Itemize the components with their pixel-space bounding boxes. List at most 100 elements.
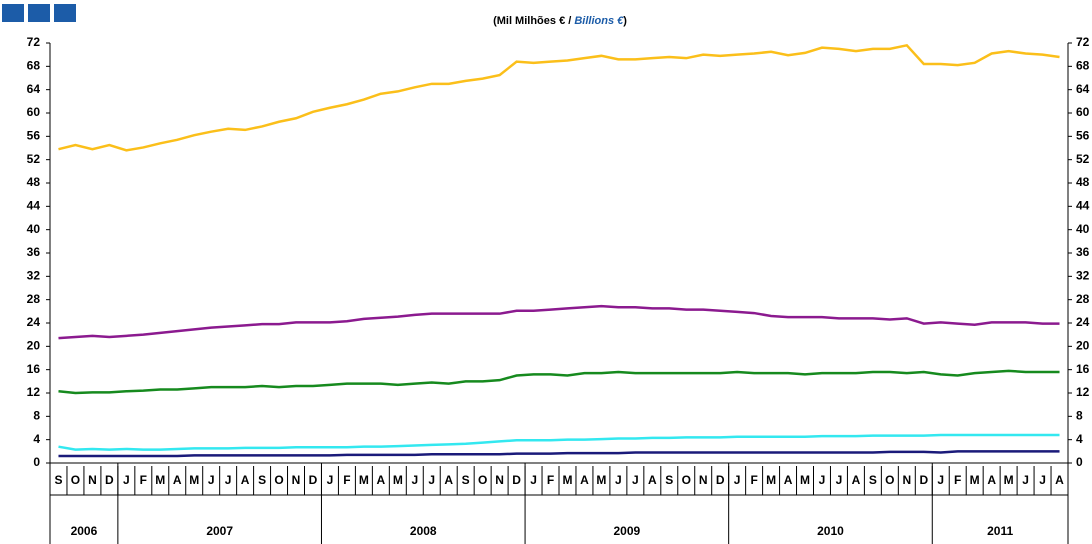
series-line (58, 43, 1060, 152)
x-tick-label: J (428, 473, 435, 487)
year-label: 2011 (987, 524, 1013, 538)
y-tick-label: 16 (27, 362, 41, 376)
x-tick-label: N (495, 473, 504, 487)
x-tick-label: O (71, 473, 80, 487)
y-tick-label: 52 (27, 152, 41, 166)
x-tick-label: J (632, 473, 639, 487)
x-tick-label: J (411, 473, 418, 487)
y-tick-label: 44 (27, 199, 41, 213)
x-tick-label: N (902, 473, 911, 487)
series-line (58, 433, 1060, 451)
x-tick-label: J (225, 473, 232, 487)
y-tick-label: 36 (27, 245, 41, 259)
x-tick-label: F (547, 473, 554, 487)
x-tick-label: J (123, 473, 130, 487)
y-tick-label-right: 36 (1076, 245, 1090, 259)
y-tick-label: 68 (27, 59, 41, 73)
y-tick-label: 60 (27, 105, 41, 119)
x-tick-label: M (393, 473, 403, 487)
x-tick-label: A (580, 473, 589, 487)
x-tick-label: D (512, 473, 521, 487)
subtitle-part: Billions € (574, 15, 624, 27)
x-tick-label: F (343, 473, 350, 487)
x-tick-label: A (648, 473, 657, 487)
series-line (58, 304, 1060, 340)
subtitle-part: (Mil Milhões € / (493, 15, 574, 27)
y-tick-label-right: 52 (1076, 152, 1090, 166)
x-tick-label: D (716, 473, 725, 487)
x-tick-label: J (1022, 473, 1029, 487)
x-tick-label: F (954, 473, 961, 487)
year-label: 2009 (614, 524, 641, 538)
logo-square (28, 4, 50, 22)
x-tick-label: F (140, 473, 147, 487)
y-tick-label: 4 (33, 432, 40, 446)
y-tick-label-right: 4 (1076, 432, 1083, 446)
x-tick-label: J (615, 473, 622, 487)
x-tick-label: A (444, 473, 453, 487)
y-tick-label-right: 40 (1076, 222, 1090, 236)
logo-square (2, 4, 24, 22)
x-tick-label: J (734, 473, 741, 487)
year-label: 2006 (71, 524, 98, 538)
y-tick-label-right: 28 (1076, 292, 1090, 306)
y-tick-label: 24 (27, 315, 41, 329)
x-tick-label: J (836, 473, 843, 487)
y-tick-label: 8 (33, 409, 40, 423)
y-tick-label: 20 (27, 339, 41, 353)
x-tick-label: A (987, 473, 996, 487)
y-tick-label-right: 44 (1076, 199, 1090, 213)
x-tick-label: J (1039, 473, 1046, 487)
x-tick-label: J (819, 473, 826, 487)
x-tick-label: A (852, 473, 861, 487)
chart-subtitle: (Mil Milhões € / Billions €) (493, 15, 627, 27)
x-tick-label: O (478, 473, 487, 487)
x-tick-label: M (800, 473, 810, 487)
x-tick-label: O (885, 473, 894, 487)
x-tick-label: A (241, 473, 250, 487)
x-tick-label: N (88, 473, 97, 487)
y-tick-label-right: 64 (1076, 82, 1090, 96)
x-tick-label: S (54, 473, 62, 487)
y-tick-label: 28 (27, 292, 41, 306)
x-tick-label: D (919, 473, 928, 487)
y-tick-label-right: 32 (1076, 269, 1090, 283)
y-tick-label-right: 16 (1076, 362, 1090, 376)
x-tick-label: O (682, 473, 691, 487)
x-tick-label: M (359, 473, 369, 487)
x-tick-label: J (327, 473, 334, 487)
y-tick-label-right: 0 (1076, 455, 1083, 469)
x-tick-label: S (462, 473, 470, 487)
y-tick-label: 72 (27, 35, 41, 49)
x-tick-label: A (784, 473, 793, 487)
y-tick-label: 64 (27, 82, 41, 96)
x-tick-label: N (292, 473, 301, 487)
x-tick-label: M (155, 473, 165, 487)
series-line (58, 369, 1060, 395)
year-label: 2007 (206, 524, 233, 538)
x-tick-label: D (105, 473, 114, 487)
y-tick-label: 0 (33, 455, 40, 469)
x-tick-label: M (596, 473, 606, 487)
y-tick-label-right: 20 (1076, 339, 1090, 353)
x-tick-label: M (970, 473, 980, 487)
y-tick-label: 56 (27, 129, 41, 143)
y-tick-label-right: 60 (1076, 105, 1090, 119)
y-tick-label: 40 (27, 222, 41, 236)
year-label: 2010 (817, 524, 844, 538)
x-tick-label: J (208, 473, 215, 487)
y-tick-label: 48 (27, 175, 41, 189)
x-tick-label: M (562, 473, 572, 487)
x-tick-label: A (173, 473, 182, 487)
y-tick-label-right: 56 (1076, 129, 1090, 143)
x-tick-label: M (766, 473, 776, 487)
x-tick-label: M (189, 473, 199, 487)
x-tick-label: A (377, 473, 386, 487)
subtitle-part: ) (623, 15, 627, 27)
x-tick-label: M (1004, 473, 1014, 487)
x-tick-label: J (530, 473, 537, 487)
y-tick-label-right: 8 (1076, 409, 1083, 423)
x-tick-label: D (309, 473, 318, 487)
x-tick-label: S (869, 473, 877, 487)
